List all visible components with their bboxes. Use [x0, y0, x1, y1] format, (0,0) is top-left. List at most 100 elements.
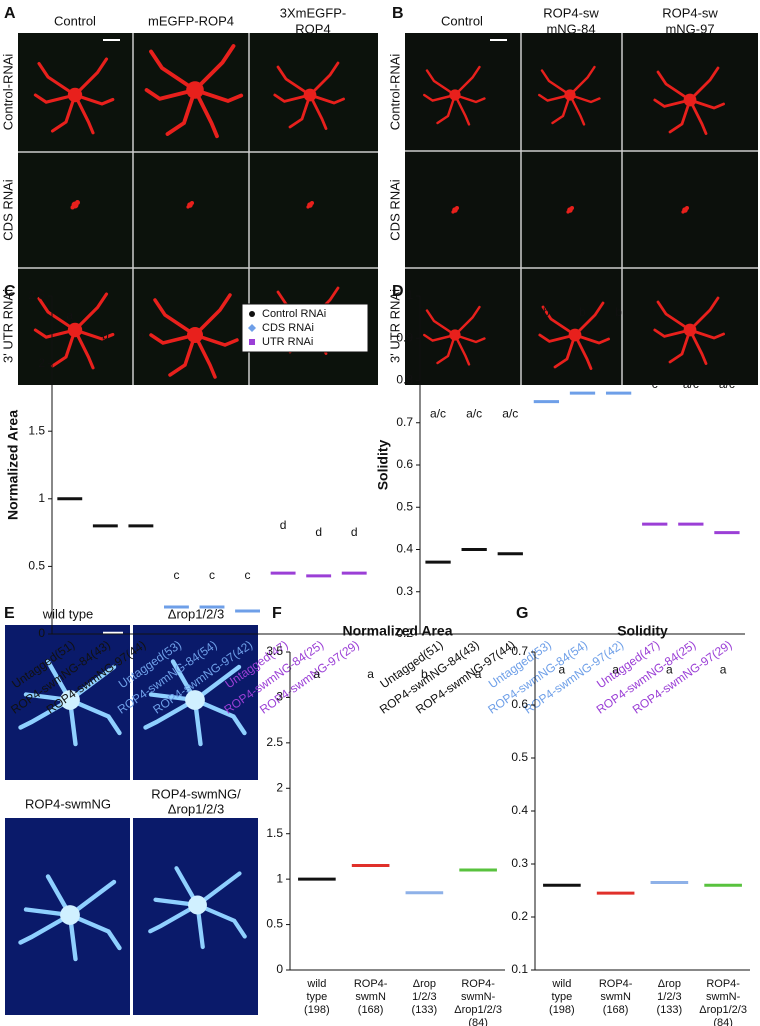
y-tick-label: 0.3 [511, 856, 528, 870]
x-tick-label: swmN- [461, 991, 496, 1003]
column-header: mNG-84 [546, 21, 595, 36]
legend-marker [249, 339, 255, 345]
row-label: 3' UTR RNAi [0, 289, 15, 363]
significance-letter: a [367, 667, 374, 681]
y-tick-label: 0.6 [396, 457, 413, 471]
y-tick-label: 1.5 [266, 826, 283, 840]
y-tick-label: 0.7 [396, 415, 413, 429]
image-label: ROP4-swmNG [25, 796, 111, 811]
x-tick-label: wild [306, 978, 326, 990]
y-tick-label: 1 [38, 491, 45, 505]
row-label: CDS RNAi [387, 179, 402, 241]
significance-letter: a/c [719, 377, 735, 391]
significance-letter: c [652, 377, 658, 391]
significance-letter: a [314, 667, 321, 681]
image-label: ROP4-swmNG/ [151, 786, 241, 801]
y-tick-label: 0.7 [511, 644, 528, 658]
significance-letter: c [173, 568, 179, 582]
x-tick-label: Δrop [413, 978, 436, 990]
legend-marker [248, 324, 256, 332]
significance-letter: a [612, 663, 619, 677]
significance-letter: a/c [430, 406, 446, 420]
x-tick-label: swmN- [706, 991, 741, 1003]
significance-letter: d [280, 518, 287, 532]
panel-label: C [4, 283, 16, 300]
x-tick-label: (133) [657, 1004, 683, 1016]
y-tick-label: 1 [406, 288, 413, 302]
row-label: CDS RNAi [0, 179, 15, 241]
significance-letter: a [475, 667, 482, 681]
x-tick-label: (198) [549, 1004, 575, 1016]
x-tick-label: Δrop [658, 978, 681, 990]
image-label: Δrop1/2/3 [168, 801, 224, 816]
row-label: Control-RNAi [387, 54, 402, 131]
y-tick-label: 0.4 [396, 542, 413, 556]
x-tick-label: wild [551, 978, 571, 990]
panel-label: F [272, 605, 282, 622]
x-tick-label: (84) [713, 1017, 733, 1026]
column-header: ROP4-sw [662, 5, 718, 20]
x-tick-label: (168) [358, 1004, 384, 1016]
y-tick-label: 0.9 [396, 330, 413, 344]
y-tick-label: 0.5 [28, 559, 45, 573]
y-tick-label: 0.4 [511, 803, 528, 817]
y-tick-label: 0.5 [396, 499, 413, 513]
x-tick-label: ROP4- [599, 978, 633, 990]
y-tick-label: 2 [276, 780, 283, 794]
row-label: 3' UTR RNAi [387, 289, 402, 363]
column-header: mEGFP-ROP4 [148, 13, 234, 28]
y-tick-label: 0 [38, 626, 45, 640]
x-tick-label: 1/2/3 [657, 991, 681, 1003]
significance-letter: a [666, 663, 673, 677]
significance-letter: b [102, 329, 109, 343]
y-tick-label: 0.5 [511, 750, 528, 764]
chart-title: Solidity [617, 623, 668, 639]
y-tick-label: 2 [38, 356, 45, 370]
legend-box [241, 303, 369, 353]
column-header: ROP4-sw [543, 5, 599, 20]
chart-title: Normalized Area [343, 623, 453, 639]
significance-letter: a [559, 663, 566, 677]
significance-letter: a/c [502, 406, 518, 420]
panel-a-images [18, 33, 378, 385]
panel-label: D [392, 283, 404, 300]
x-tick-label: Δrop1/2/3 [454, 1004, 502, 1016]
row-label: Control-RNAi [0, 54, 15, 131]
panel-b-images [405, 33, 758, 385]
x-tick-label: (133) [412, 1004, 438, 1016]
y-tick-label: 0.6 [511, 697, 528, 711]
significance-letter: c [209, 568, 215, 582]
y-axis-label: Solidity [375, 440, 391, 491]
y-tick-label: 1 [276, 871, 283, 885]
y-tick-label: 0.2 [511, 909, 528, 923]
panel-label: G [516, 605, 528, 622]
significance-letter: b [615, 305, 622, 319]
x-tick-label: swmN [600, 991, 631, 1003]
image-label: wild type [42, 606, 94, 621]
image-dividers [405, 33, 758, 385]
significance-letter: a/c [466, 406, 482, 420]
y-tick-label: 0 [276, 962, 283, 976]
significance-letter: a [720, 663, 727, 677]
significance-letter: a/c [683, 377, 699, 391]
x-tick-label: ROP4- [461, 978, 495, 990]
legend-label: UTR RNAi [262, 336, 313, 348]
x-tick-label: type [551, 991, 572, 1003]
column-header: ROP4 [295, 21, 330, 36]
legend-label: CDS RNAi [262, 322, 314, 334]
column-header: Control [54, 13, 96, 28]
y-tick-label: 1.5 [28, 423, 45, 437]
legend-marker [249, 311, 255, 317]
column-header: 3XmEGFP- [280, 5, 346, 20]
significance-letter: b [138, 329, 145, 343]
x-tick-label: (84) [468, 1017, 488, 1026]
y-axis-label: Normalized Area [5, 410, 21, 520]
significance-letter: b [543, 305, 550, 319]
x-tick-label: swmN [355, 991, 386, 1003]
image [133, 818, 258, 1015]
significance-letter: b [421, 667, 428, 681]
x-tick-label: 1/2/3 [412, 991, 436, 1003]
significance-letter: d [315, 525, 322, 539]
y-tick-label: 0.1 [511, 962, 528, 976]
